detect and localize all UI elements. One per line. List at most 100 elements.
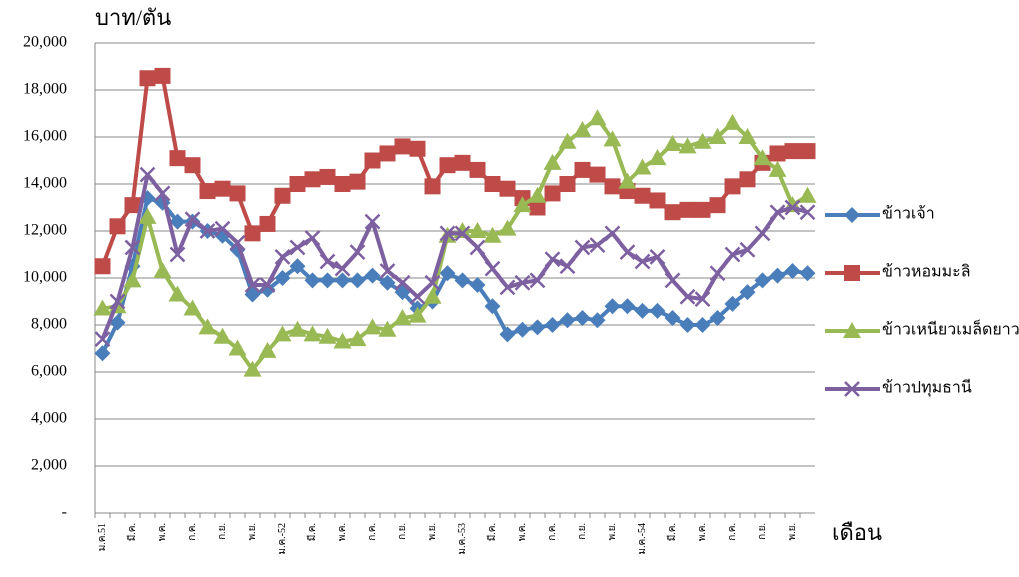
x-axis-label: เดือน [832, 520, 882, 545]
data-point [304, 272, 321, 289]
data-point [199, 223, 216, 239]
data-point [529, 199, 546, 216]
y-tick-label: 18,000 [23, 81, 67, 98]
data-point [184, 211, 201, 228]
data-point [274, 187, 291, 204]
data-point [424, 178, 441, 195]
data-point [454, 225, 471, 242]
data-point [423, 287, 442, 304]
data-point [139, 166, 156, 183]
data-point [259, 277, 276, 293]
x-tick-label: ก.ค. [187, 523, 198, 541]
x-tick-label: พ.ย. [607, 523, 618, 540]
x-tick-label: มี.ค. [306, 523, 318, 541]
data-point [514, 321, 531, 338]
data-point [649, 248, 666, 265]
data-point [499, 180, 516, 197]
data-point [604, 225, 621, 242]
legend-label: ข้าวปทุมธานี [882, 379, 972, 398]
data-point [454, 154, 471, 171]
data-point [784, 143, 801, 160]
y-tick-label: 12,000 [23, 222, 67, 239]
data-point [334, 176, 351, 192]
x-tick-label: ก.ค. [547, 523, 558, 541]
y-tick-label: 10,000 [23, 269, 67, 286]
data-point [634, 253, 651, 270]
data-point [619, 298, 636, 315]
data-point [378, 320, 397, 337]
data-point [768, 160, 787, 177]
data-point [124, 239, 141, 256]
data-point [454, 272, 471, 289]
x-tick-label: ก.ย. [577, 523, 588, 540]
data-point [334, 260, 351, 277]
legend-marker [844, 265, 860, 281]
data-point [258, 341, 277, 358]
data-point [93, 299, 112, 316]
data-point [183, 299, 202, 316]
data-point [363, 318, 382, 335]
data-point [588, 109, 607, 126]
data-point [799, 265, 816, 282]
data-point [544, 251, 561, 268]
data-point [348, 330, 367, 347]
data-point [648, 149, 667, 166]
data-point [259, 215, 276, 232]
x-tick-label: ก.ย. [397, 523, 408, 540]
x-tick-label: ม.ค.51 [97, 523, 108, 551]
data-point [529, 272, 546, 289]
y-tick-label: - [62, 504, 67, 521]
data-point [589, 166, 606, 183]
data-point [319, 168, 336, 185]
y-tick-label: 6,000 [31, 363, 67, 380]
data-point [244, 277, 261, 293]
data-point [483, 226, 502, 243]
data-point [349, 272, 366, 289]
data-point [154, 67, 171, 84]
data-point [799, 143, 816, 160]
data-point [139, 70, 156, 87]
data-point [769, 204, 786, 221]
data-point [574, 309, 591, 326]
data-point [693, 132, 712, 149]
data-point [604, 298, 621, 315]
legend-marker [844, 381, 860, 397]
y-tick-label: 2,000 [31, 457, 67, 474]
data-point [513, 196, 532, 213]
legend-label: ข้าวเจ้า [882, 205, 935, 223]
data-point [379, 263, 396, 279]
data-point [529, 319, 546, 336]
data-point [124, 197, 141, 214]
data-point [393, 308, 412, 325]
data-point [664, 272, 681, 289]
data-point [334, 272, 351, 289]
data-point [168, 285, 187, 302]
data-point [273, 325, 292, 342]
data-point [514, 274, 531, 291]
data-point [543, 153, 562, 170]
data-point [498, 219, 517, 236]
series-line [100, 172, 809, 340]
data-point [799, 204, 816, 221]
data-point [709, 265, 726, 282]
data-point [634, 302, 651, 319]
data-point [754, 272, 771, 289]
data-point [408, 306, 427, 323]
data-point [364, 267, 381, 284]
data-point [289, 176, 306, 192]
legend-marker [844, 207, 860, 223]
data-point [769, 267, 786, 284]
data-point [244, 286, 261, 303]
data-point [664, 309, 681, 326]
y-tick-label: 4,000 [31, 410, 67, 427]
data-point [213, 327, 232, 344]
data-point [499, 326, 516, 343]
data-point [439, 265, 456, 282]
data-point [289, 239, 306, 256]
data-point [484, 176, 501, 192]
data-point [618, 172, 637, 189]
data-point [468, 222, 487, 238]
data-point [754, 225, 771, 242]
data-point [394, 138, 411, 155]
